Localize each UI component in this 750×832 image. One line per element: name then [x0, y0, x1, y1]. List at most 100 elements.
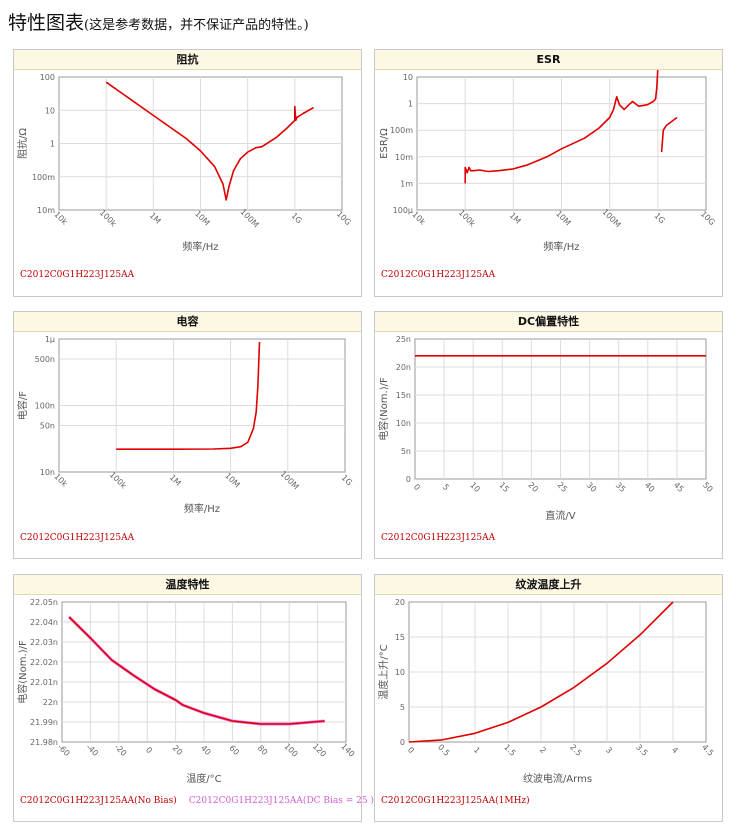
x-tick-label: 50 [701, 480, 715, 494]
x-tick-label: 1M [148, 211, 163, 226]
y-axis-label: 温度上升/°C [377, 644, 390, 699]
y-tick-label: 15 [395, 633, 405, 642]
x-axis-label: 频率/Hz [184, 502, 220, 515]
x-tick-label: 45 [672, 480, 686, 494]
x-tick-label: 100M [238, 207, 260, 229]
x-tick-label: 0 [406, 745, 416, 755]
y-tick-label: 10n [396, 419, 411, 428]
x-tick-label: 30 [585, 480, 599, 494]
x-tick-label: -20 [113, 742, 129, 758]
y-tick-label: 1m [400, 179, 413, 188]
x-axis-label: 频率/Hz [543, 240, 579, 253]
legend-item: C2012C0G1H223J125AA [20, 533, 135, 543]
x-tick-label: 3 [604, 745, 614, 755]
y-tick-label: 20 [395, 598, 405, 607]
y-tick-label: 10 [395, 668, 405, 677]
y-tick-label: 22.02n [30, 658, 58, 667]
chart-legend: C2012C0G1H223J125AA [20, 270, 134, 280]
x-tick-label: 60 [227, 743, 241, 757]
series-line [116, 341, 261, 450]
x-tick-label: 3.5 [634, 743, 649, 758]
y-tick-label: 25n [396, 335, 411, 344]
x-tick-label: 40 [643, 480, 657, 494]
x-tick-label: 100k [98, 208, 119, 229]
y-tick-label: 50n [40, 422, 55, 431]
page-title-note: (这是参考数据，并不保证产品的特性。) [84, 18, 309, 33]
x-tick-label: 100k [457, 208, 478, 229]
x-tick-label: 1M [508, 211, 523, 226]
ripple-chart: 0 0.5 1 1.5 2 2.5 3 3.5 4 4.5 0 5 10 15 20 纹波电流/Arms 温度上… [377, 598, 715, 785]
impedance-chart: 10k 100k 1M 10M 100M 1G 10G10m100m110100频率/Hz阻… [16, 73, 353, 253]
y-axis-label: 电容/F [16, 391, 29, 420]
page-title-text: 特性图表 [8, 12, 85, 34]
temperature-chart-panel: 温度特性 -60 -40 -20 0 20 40 60 80 100 120 140 21.98n 21… [13, 574, 374, 822]
x-axis-label: 直流/V [545, 509, 575, 522]
impedance-chart-panel: 阻抗 10k 100k 1M 10M 100M 1G 10G 10m 100m 1 10 100 频率/… [13, 49, 362, 297]
x-tick-label: 10M [193, 209, 212, 228]
y-tick-label: 1 [408, 100, 413, 109]
x-tick-label: 4 [670, 745, 680, 755]
y-tick-label: 22.03n [30, 638, 58, 647]
y-tick-label: 500n [35, 355, 55, 364]
x-tick-label: 10M [223, 471, 242, 490]
y-tick-label: 100m [32, 173, 55, 182]
dc-bias-chart: 0 5 10 15 20 25 30 35 40 45 50 0 5n 10n 15n 20n 25n 直流/V 电… [377, 335, 715, 522]
x-tick-label: 20 [526, 480, 540, 494]
x-tick-label: 35 [614, 480, 628, 494]
x-tick-label: 80 [256, 743, 270, 757]
y-tick-label: 15n [396, 391, 411, 400]
chart-legend: C2012C0G1H223J125AA [20, 533, 134, 543]
y-tick-label: 100 [40, 73, 55, 82]
y-tick-label: 20n [396, 363, 411, 372]
y-tick-label: 22.01n [30, 678, 58, 687]
x-axis-label: 纹波电流/Arms [523, 772, 592, 785]
series-line [660, 116, 678, 153]
x-tick-label: 140 [339, 742, 356, 759]
legend-item: C2012C0G1H223J125AA(1MHz) [381, 796, 530, 806]
chart-legend: C2012C0G1H223J125AA [381, 270, 495, 280]
y-tick-label: 100n [35, 402, 55, 411]
legend-item: C2012C0G1H223J125AA(No Bias) [20, 796, 177, 806]
chart-legend: C2012C0G1H223J125AA(No Bias) C2012C0G1H22… [20, 796, 374, 806]
x-tick-label: 10M [554, 209, 573, 228]
y-tick-label: 100m [390, 126, 413, 135]
y-tick-label: 10n [40, 468, 55, 477]
x-tick-label: 15 [497, 480, 511, 494]
x-tick-label: 0.5 [436, 743, 451, 758]
x-tick-label: 2.5 [568, 743, 583, 758]
x-axis-label: 频率/Hz [182, 240, 218, 253]
y-tick-label: 0 [400, 738, 405, 747]
y-axis-label: 电容(Nom.)/F [377, 377, 390, 441]
dc-bias-chart-panel: DC偏置特性 0 5 10 15 20 25 30 35 40 45 50 0 5n 10n 15n 20n 2… [374, 311, 723, 559]
x-tick-label: -40 [84, 742, 100, 758]
x-tick-label: 5 [441, 482, 451, 492]
chart-title: DC偏置特性 [375, 312, 722, 332]
x-tick-label: 100 [282, 742, 299, 759]
x-tick-label: 2 [538, 745, 548, 755]
y-tick-label: 21.98n [30, 738, 58, 747]
x-tick-label: 40 [199, 743, 213, 757]
x-tick-label: 1G [289, 211, 303, 225]
x-tick-label: 0 [412, 482, 422, 492]
x-tick-label: 20 [171, 743, 185, 757]
x-tick-label: 4.5 [700, 743, 715, 758]
y-axis-label: 电容(Nom.)/F [16, 640, 29, 704]
chart-title: 纹波温度上升 [375, 575, 722, 595]
x-tick-label: 1G [340, 473, 354, 487]
x-tick-label: 10G [335, 209, 353, 227]
capacitance-chart-panel: 电容 10k 100k 1M 10M 100M 1G 10n 50n 100n 500n 1μ 频率/… [13, 311, 362, 559]
y-tick-label: 10m [37, 206, 55, 215]
esr-chart-panel: ESR 10k 100k 1M 10M 100M 1G 10G 100μ 1m 10m 100m 1 1… [374, 49, 723, 297]
series-line [105, 81, 314, 201]
temperature-chart: -60 -40 -20 0 20 40 60 80 100 120 140 21.98n 21.99n 2… [16, 598, 356, 785]
y-tick-label: 21.99n [30, 718, 58, 727]
legend-item: C2012C0G1H223J125AA [381, 533, 496, 543]
y-tick-label: 100μ [393, 206, 413, 215]
chart-legend: C2012C0G1H223J125AA [381, 533, 495, 543]
x-tick-label: 1M [168, 473, 183, 488]
ripple-chart-panel: 纹波温度上升 0 0.5 1 1.5 2 2.5 3 3.5 4 4.5 0 5 10 15 20 纹波电流/… [374, 574, 723, 822]
y-axis-label: ESR/Ω [379, 128, 390, 159]
chart-legend: C2012C0G1H223J125AA(1MHz) [381, 796, 530, 806]
y-axis-label: 阻抗/Ω [16, 128, 29, 159]
y-tick-label: 5n [401, 447, 411, 456]
